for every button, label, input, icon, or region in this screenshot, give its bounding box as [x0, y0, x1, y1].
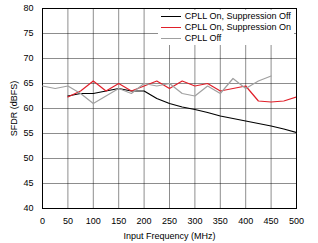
svg-text:400: 400 [238, 216, 253, 226]
svg-text:45: 45 [23, 178, 33, 188]
html-text:CPLL On, Suppression Off: CPLL On, Suppression Off [184, 11, 291, 21]
svg-text:65: 65 [23, 78, 33, 88]
svg-text:100: 100 [86, 216, 101, 226]
html-text:CPLL On, Suppression On: CPLL On, Suppression On [184, 22, 291, 32]
svg-text:350: 350 [213, 216, 228, 226]
svg-text:SFDR (dBFS): SFDR (dBFS) [9, 81, 19, 137]
svg-text:300: 300 [187, 216, 202, 226]
svg-text:55: 55 [23, 128, 33, 138]
svg-text:200: 200 [137, 216, 152, 226]
svg-text:Input Frequency (MHz): Input Frequency (MHz) [123, 231, 215, 241]
svg-text:80: 80 [23, 3, 33, 13]
svg-text:250: 250 [162, 216, 177, 226]
svg-text:50: 50 [63, 216, 73, 226]
svg-text:60: 60 [23, 103, 33, 113]
svg-text:50: 50 [23, 153, 33, 163]
svg-text:500: 500 [289, 216, 304, 226]
svg-text:40: 40 [23, 203, 33, 213]
html-text:CPLL Off: CPLL Off [184, 33, 222, 43]
svg-text:450: 450 [264, 216, 279, 226]
svg-text:75: 75 [23, 28, 33, 38]
svg-text:70: 70 [23, 53, 33, 63]
svg-text:150: 150 [111, 216, 126, 226]
svg-text:0: 0 [40, 216, 45, 226]
